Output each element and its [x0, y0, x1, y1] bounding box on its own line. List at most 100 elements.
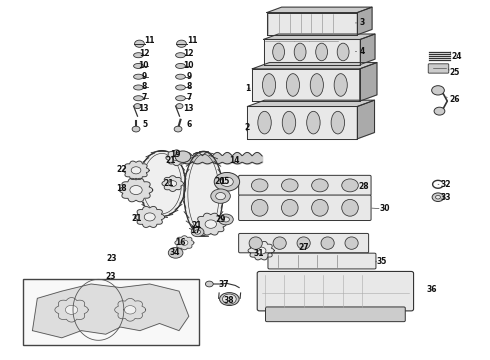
Polygon shape — [267, 13, 357, 35]
Ellipse shape — [312, 179, 328, 192]
Circle shape — [195, 230, 200, 234]
Polygon shape — [252, 63, 377, 69]
Polygon shape — [360, 63, 377, 101]
Ellipse shape — [251, 199, 268, 216]
Ellipse shape — [273, 43, 285, 61]
Circle shape — [432, 86, 444, 95]
FancyBboxPatch shape — [239, 233, 368, 253]
Text: 13: 13 — [184, 104, 194, 113]
Text: 20: 20 — [214, 177, 225, 186]
FancyBboxPatch shape — [428, 64, 449, 73]
Circle shape — [144, 213, 155, 221]
Circle shape — [181, 240, 188, 245]
Polygon shape — [267, 7, 372, 13]
Text: 21: 21 — [131, 214, 142, 223]
Text: 7: 7 — [186, 93, 192, 102]
Text: 37: 37 — [218, 280, 229, 289]
Circle shape — [205, 281, 213, 287]
Circle shape — [169, 181, 176, 186]
Circle shape — [191, 227, 204, 237]
Circle shape — [436, 195, 441, 199]
Circle shape — [222, 294, 236, 304]
Text: 9: 9 — [141, 72, 147, 81]
Polygon shape — [55, 298, 88, 322]
Polygon shape — [175, 236, 194, 250]
Circle shape — [174, 126, 182, 132]
Ellipse shape — [307, 111, 320, 134]
Polygon shape — [247, 107, 357, 139]
Polygon shape — [360, 34, 375, 64]
Circle shape — [432, 193, 444, 202]
Text: 30: 30 — [379, 204, 390, 213]
Ellipse shape — [282, 111, 295, 134]
Text: 23: 23 — [105, 271, 116, 280]
Text: 3: 3 — [360, 18, 365, 27]
Text: 33: 33 — [440, 193, 451, 202]
Ellipse shape — [134, 53, 144, 58]
Text: 10: 10 — [139, 61, 149, 70]
Ellipse shape — [249, 237, 262, 249]
Circle shape — [65, 305, 78, 314]
Text: 21: 21 — [163, 179, 173, 188]
FancyBboxPatch shape — [239, 195, 371, 221]
Text: 22: 22 — [117, 165, 127, 174]
Polygon shape — [264, 34, 375, 40]
Ellipse shape — [282, 199, 298, 216]
Polygon shape — [32, 284, 189, 338]
Ellipse shape — [251, 179, 268, 192]
Ellipse shape — [316, 43, 327, 61]
Text: 15: 15 — [220, 177, 230, 186]
Text: 25: 25 — [449, 68, 460, 77]
Circle shape — [216, 193, 225, 200]
Circle shape — [130, 185, 142, 194]
Text: 32: 32 — [440, 180, 451, 189]
Text: 31: 31 — [253, 249, 264, 258]
Ellipse shape — [334, 74, 347, 96]
Circle shape — [211, 189, 230, 203]
Circle shape — [134, 104, 141, 109]
Text: 11: 11 — [188, 36, 198, 45]
Text: 21: 21 — [192, 221, 202, 230]
Circle shape — [205, 220, 217, 228]
Circle shape — [222, 217, 229, 222]
Text: 16: 16 — [175, 238, 186, 247]
Text: 12: 12 — [140, 49, 150, 58]
Circle shape — [256, 247, 266, 254]
Polygon shape — [166, 150, 187, 166]
Ellipse shape — [134, 85, 144, 90]
Text: 36: 36 — [426, 285, 437, 294]
Ellipse shape — [342, 179, 358, 192]
Text: 28: 28 — [358, 181, 368, 190]
Polygon shape — [162, 176, 183, 192]
Text: 21: 21 — [166, 156, 176, 165]
Text: 2: 2 — [245, 123, 249, 132]
Ellipse shape — [331, 111, 344, 134]
Polygon shape — [247, 100, 374, 107]
Text: 12: 12 — [184, 49, 194, 58]
Circle shape — [175, 151, 191, 162]
Polygon shape — [264, 40, 360, 64]
Text: 26: 26 — [450, 95, 460, 104]
Circle shape — [132, 126, 140, 132]
FancyBboxPatch shape — [257, 271, 414, 311]
Text: 35: 35 — [377, 257, 387, 266]
Polygon shape — [135, 206, 165, 228]
Circle shape — [135, 40, 145, 47]
Text: 1: 1 — [245, 84, 250, 93]
Text: 13: 13 — [139, 104, 149, 113]
Polygon shape — [252, 69, 360, 101]
Text: 38: 38 — [223, 296, 234, 305]
Circle shape — [434, 107, 445, 115]
Circle shape — [176, 104, 183, 109]
Ellipse shape — [220, 293, 239, 306]
Text: 4: 4 — [360, 47, 365, 56]
Polygon shape — [123, 161, 149, 180]
Text: 23: 23 — [107, 255, 117, 264]
Ellipse shape — [134, 96, 144, 101]
Polygon shape — [357, 7, 372, 35]
Polygon shape — [196, 213, 226, 235]
FancyBboxPatch shape — [268, 253, 376, 269]
Ellipse shape — [263, 74, 275, 96]
Circle shape — [124, 306, 136, 314]
Ellipse shape — [342, 199, 358, 216]
